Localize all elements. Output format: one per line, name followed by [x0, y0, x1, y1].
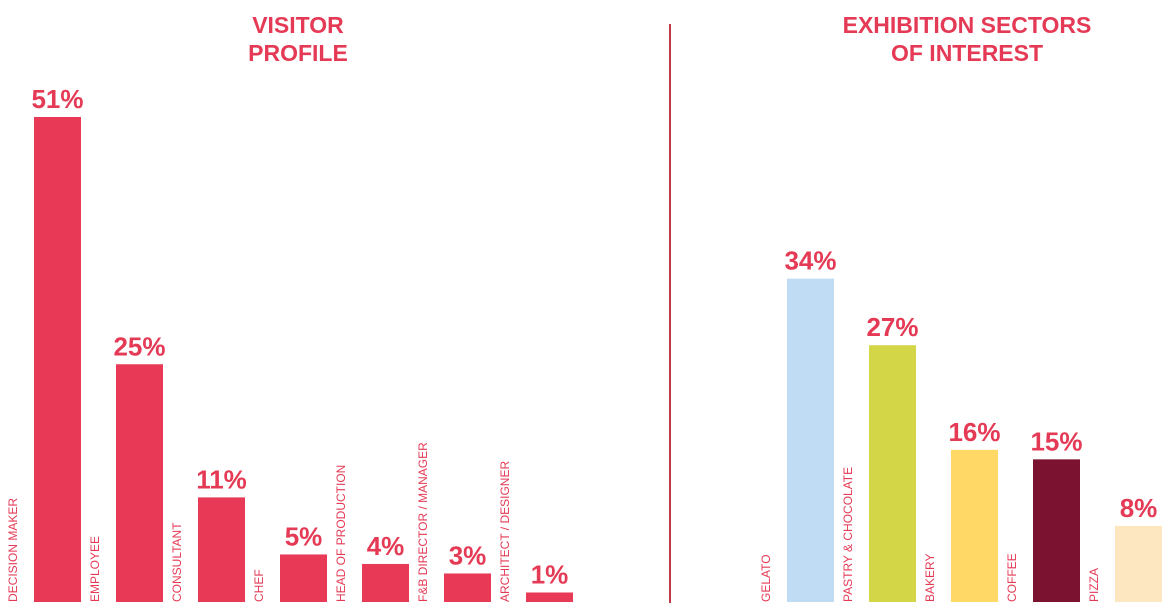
- bar-value-label: 3%: [449, 540, 487, 570]
- category-label: BAKERY: [923, 554, 937, 602]
- bar-value-label: 11%: [196, 464, 247, 494]
- bar-decision-maker: [34, 117, 81, 602]
- bar-value-label: 15%: [1030, 426, 1082, 456]
- bar-bakery: [951, 449, 998, 602]
- chart-title-line: PROFILE: [248, 40, 348, 66]
- category-label: ARCHITECT / DESIGNER: [498, 461, 512, 602]
- category-label: PIZZA: [1087, 568, 1101, 602]
- chart-title-line: EXHIBITION SECTORS: [843, 12, 1092, 38]
- bar-employee: [116, 364, 163, 602]
- bar-gelato: [787, 278, 834, 602]
- category-label: CHEF: [252, 569, 266, 602]
- bar-head-of-production: [362, 563, 409, 602]
- bar-coffee: [1033, 459, 1080, 602]
- category-label: GELATO: [759, 554, 773, 602]
- chart-title-line: OF INTEREST: [891, 40, 1043, 66]
- bar-value-label: 5%: [285, 521, 323, 551]
- bar-value-label: 27%: [866, 312, 918, 342]
- bar-value-label: 51%: [31, 84, 83, 114]
- category-label: CONSULTANT: [170, 522, 184, 602]
- bar-consultant: [198, 497, 245, 602]
- bar-chef: [280, 554, 327, 602]
- category-label: PASTRY & CHOCOLATE: [841, 467, 855, 602]
- category-label: COFFEE: [1005, 553, 1019, 602]
- bar-pizza: [1115, 525, 1162, 602]
- bar-architect-designer: [526, 592, 573, 602]
- bar-value-label: 16%: [948, 417, 1000, 447]
- bar-value-label: 1%: [531, 559, 569, 589]
- bar-f-b-director-manager: [444, 573, 491, 602]
- category-label: DECISION MAKER: [6, 498, 20, 602]
- bar-pastry-chocolate: [869, 345, 916, 602]
- bar-value-label: 25%: [113, 331, 165, 361]
- category-label: F&B DIRECTOR / MANAGER: [416, 442, 430, 602]
- category-label: HEAD OF PRODUCTION: [334, 465, 348, 602]
- bar-value-label: 8%: [1120, 493, 1158, 523]
- bar-value-label: 34%: [784, 246, 836, 276]
- chart-title-line: VISITOR: [252, 12, 344, 38]
- bar-value-label: 4%: [367, 531, 405, 561]
- category-label: EMPLOYEE: [88, 536, 102, 602]
